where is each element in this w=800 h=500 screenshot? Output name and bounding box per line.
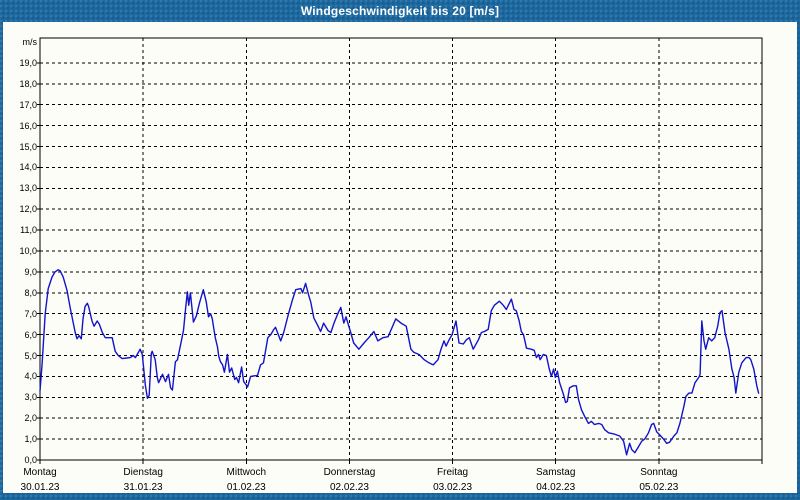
y-axis-tick-label: 13,0: [19, 183, 37, 194]
y-axis-unit-label: m/s: [22, 37, 38, 47]
y-axis-tick-label: 0,0: [24, 455, 37, 465]
y-axis-tick-label: 5,0: [24, 350, 37, 361]
y-axis-tick-label: 12,0: [19, 204, 37, 215]
x-axis-date-label: 05.02.23: [639, 482, 679, 493]
x-axis-day-label: Sonntag: [640, 467, 678, 478]
y-axis-tick-label: 4,0: [24, 371, 37, 382]
chart-area: [3, 22, 797, 493]
x-axis-date-label: 03.02.23: [433, 482, 473, 493]
y-axis-tick-label: 3,0: [24, 392, 37, 403]
x-axis-day-label: Samstag: [535, 467, 576, 478]
y-axis-tick-label: 17,0: [19, 99, 37, 110]
y-axis-tick-label: 8,0: [24, 287, 37, 298]
y-axis-tick-label: 15,0: [19, 141, 37, 152]
y-axis-tick-label: 9,0: [24, 266, 37, 277]
x-axis-date-label: 31.01.23: [123, 482, 163, 493]
x-axis-day-label: Montag: [23, 467, 57, 478]
x-axis-day-label: Dienstag: [123, 467, 163, 478]
y-axis-tick-label: 11,0: [20, 225, 37, 236]
y-axis-tick-label: 2,0: [24, 413, 37, 424]
x-axis-day-label: Freitag: [437, 467, 469, 478]
y-axis-tick-label: 19,0: [19, 57, 37, 68]
x-axis-day-label: Donnerstag: [323, 467, 376, 478]
y-axis-tick-label: 14,0: [19, 162, 37, 173]
y-axis-tick-label: 1,0: [24, 434, 37, 445]
wind-speed-series-line: [39, 269, 760, 456]
x-axis-date-label: 04.02.23: [536, 482, 576, 493]
x-axis-date-label: 30.01.23: [20, 482, 60, 493]
y-axis-tick-label: 18,0: [19, 78, 37, 89]
x-axis-date-label: 01.02.23: [226, 482, 266, 493]
y-axis-tick-label: 7,0: [24, 308, 37, 319]
plot-border: [39, 37, 763, 461]
title-bar: Windgeschwindigkeit bis 20 [m/s]: [0, 0, 800, 22]
y-axis-tick-label: 16,0: [19, 120, 37, 131]
chart-title: Windgeschwindigkeit bis 20 [m/s]: [300, 4, 500, 18]
x-axis-date-label: 02.02.23: [329, 482, 369, 493]
x-axis-day-label: Mittwoch: [226, 467, 266, 478]
y-axis-tick-label: 6,0: [24, 329, 37, 340]
y-axis-tick-label: 10,0: [19, 246, 37, 256]
